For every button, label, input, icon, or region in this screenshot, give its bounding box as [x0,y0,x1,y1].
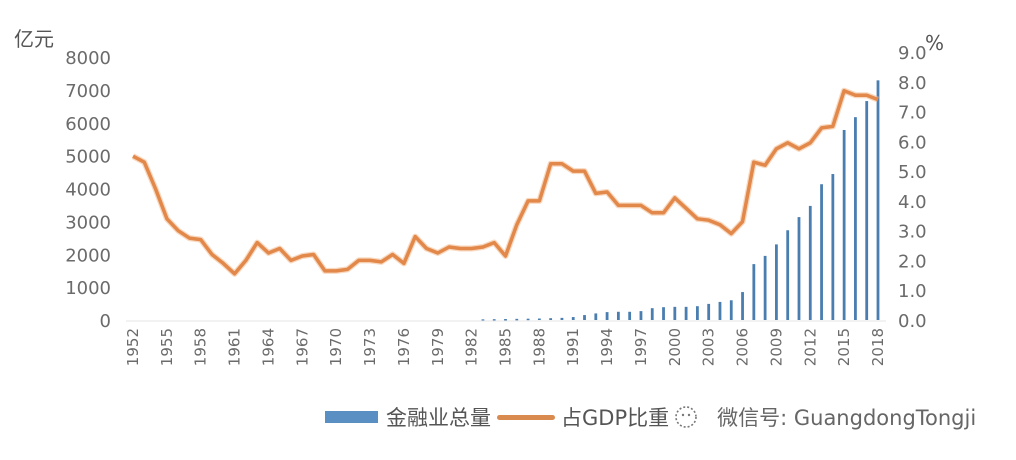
bar [583,315,586,320]
bar [820,184,823,320]
bar [797,217,801,320]
right-tick-label: 4.0 [898,192,927,213]
x-tick-label: 1982 [463,328,481,366]
bar [515,318,519,321]
x-tick-label: 1979 [429,328,447,366]
right-tick-label: 6.0 [898,132,927,153]
x-tick-label: 2009 [767,328,785,366]
x-tick-label: 2018 [869,328,887,366]
bar [504,319,507,321]
left-y-axis: 亿元 0 1000 2000 3000 4000 5000 6000 7000 8000 [14,27,111,332]
bar [537,318,541,321]
right-tick-label: 1.0 [898,281,927,302]
right-axis-unit: % [925,31,944,55]
bar [865,101,869,321]
x-axis: 1952 1955 1958 1961 1964 1967 1970 1973 1976 1979… [124,320,887,366]
x-tick-label: 1994 [598,328,616,366]
line-series-gdp-share [131,87,880,277]
x-tick-label: 2015 [835,328,853,366]
x-tick-label: 1961 [226,328,244,366]
bar-series-financial-total [481,80,880,321]
bar [808,205,812,320]
bar [707,303,711,320]
right-tick-label: 8.0 [898,73,927,94]
bar [876,80,880,320]
bar [763,255,767,320]
bar [775,244,778,320]
bar [628,311,632,320]
x-tick-label: 1964 [260,328,278,366]
bar [639,311,643,320]
x-tick-label: 2003 [700,328,718,366]
legend-line-label: 占GDP比重 [561,406,670,430]
right-tick-label: 0.0 [898,311,927,332]
bar [752,264,756,320]
left-tick-label: 1000 [65,278,111,299]
x-tick-label: 1958 [192,328,210,366]
left-tick-label: 0 [100,311,111,332]
bar [684,306,688,320]
left-tick-label: 6000 [65,114,111,135]
left-tick-label: 5000 [65,147,111,168]
left-tick-label: 8000 [65,48,111,69]
bar [741,292,744,320]
legend-bar-label: 金融业总量 [386,406,491,430]
bar [526,318,530,321]
x-tick-label: 1976 [395,328,413,366]
bar-swatch-icon [325,411,378,423]
bar [650,308,654,320]
x-tick-label: 1997 [632,328,650,366]
x-tick-label: 1988 [530,328,548,366]
legend-item-bar: 金融业总量 [325,402,491,432]
x-tick-label: 1985 [497,328,515,366]
bar [695,306,699,320]
gdp-share-line [132,88,879,276]
bar [673,306,677,320]
left-tick-label: 3000 [65,212,111,233]
bar [481,319,485,321]
bar [662,307,665,320]
wechat-icon [675,406,697,428]
x-tick-label: 1970 [327,328,345,366]
right-tick-label: 9.0 [898,43,927,64]
chart-legend: 金融业总量 占GDP比重 微信号: GuangdongTongji [325,402,976,432]
bar [854,117,857,320]
right-tick-label: 5.0 [898,162,927,183]
right-tick-label: 3.0 [898,222,927,243]
bar [605,312,609,320]
x-tick-label: 1991 [564,328,582,366]
bar [492,319,496,321]
x-tick-label: 2000 [666,328,684,366]
bar [571,317,575,320]
bar [786,230,790,320]
x-tick-label: 1952 [124,328,142,366]
watermark: 微信号: GuangdongTongji [673,402,976,432]
bar [549,318,553,320]
x-tick-label: 1955 [158,328,176,366]
watermark-text: 微信号: GuangdongTongji [717,406,977,430]
bar [616,311,620,320]
bar [718,301,722,320]
x-tick-label: 1973 [361,328,379,366]
left-tick-label: 2000 [65,245,111,266]
left-tick-label: 4000 [65,180,111,201]
right-tick-label: 7.0 [898,103,927,124]
legend-item-line: 占GDP比重 [491,402,669,432]
bar [560,317,564,320]
x-tick-label: 2012 [801,328,819,366]
line-swatch-icon [497,414,555,420]
left-tick-label: 7000 [65,81,111,102]
right-y-axis: % 0.0 1.0 2.0 3.0 4.0 5.0 6.0 7.0 8.0 9.0 [898,31,944,332]
left-axis-unit: 亿元 [14,27,54,51]
bar [831,174,835,320]
right-tick-label: 2.0 [898,251,927,272]
x-tick-label: 1967 [293,328,311,366]
x-tick-label: 2006 [734,328,752,366]
bar [842,129,846,320]
bar [729,300,733,320]
bar [594,313,598,320]
